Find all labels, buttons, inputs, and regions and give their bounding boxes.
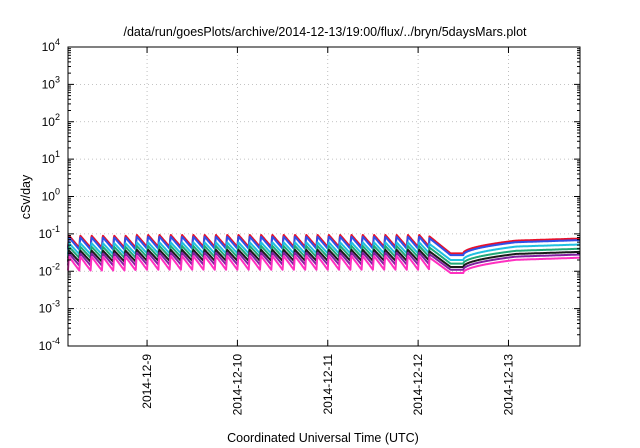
y-tick-label: 10-4 bbox=[39, 336, 60, 353]
series-line bbox=[67, 251, 581, 271]
series-line bbox=[67, 248, 581, 268]
series-line bbox=[67, 241, 581, 261]
y-tick-label: 100 bbox=[42, 187, 60, 204]
x-tick-label: 2014-12-9 bbox=[140, 354, 154, 409]
x-axis-label: Coordinated Universal Time (UTC) bbox=[227, 431, 419, 445]
y-tick-label: 10-3 bbox=[39, 299, 60, 316]
series-line bbox=[67, 255, 581, 274]
y-tick-label: 10-1 bbox=[39, 224, 60, 241]
series-line bbox=[67, 234, 581, 255]
y-tick-label: 104 bbox=[42, 37, 60, 54]
grid bbox=[68, 47, 580, 346]
y-tick-label: 102 bbox=[42, 112, 60, 129]
y-tick-label: 101 bbox=[42, 149, 60, 166]
y-axis-label: cSv/day bbox=[19, 174, 33, 219]
y-tick-label: 10-2 bbox=[39, 261, 60, 278]
x-tick-label: 2014-12-13 bbox=[501, 354, 515, 416]
series-group bbox=[67, 234, 581, 274]
x-ticks: 2014-12-9 2014-12-10 2014-12-11 2014-12-12 2… bbox=[140, 47, 515, 415]
x-tick-label: 2014-12-10 bbox=[230, 354, 244, 416]
x-tick-label: 2014-12-12 bbox=[411, 354, 425, 416]
y-ticks: 10-4 10-3 10-2 10-1 100 101 102 103 104 bbox=[39, 37, 580, 353]
chart-title: /data/run/goesPlots/archive/2014-12-13/1… bbox=[123, 25, 527, 39]
y-tick-label: 103 bbox=[42, 74, 60, 91]
series-line bbox=[67, 235, 581, 257]
series-line bbox=[67, 245, 581, 265]
x-tick-label: 2014-12-11 bbox=[321, 354, 335, 415]
